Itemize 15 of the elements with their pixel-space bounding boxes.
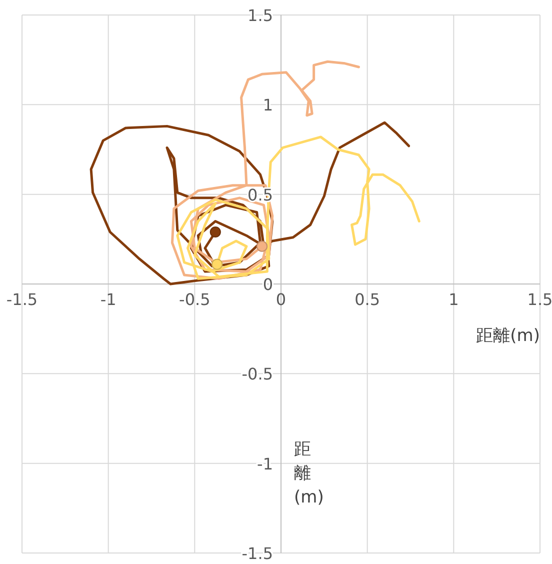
x-tick-label: 0	[276, 290, 286, 309]
x-tick-label: -1	[100, 290, 116, 309]
y-tick-label: -0.5	[242, 364, 273, 384]
y-tick-label: 1.5	[248, 6, 273, 25]
y-tick-label: -1.5	[242, 544, 273, 563]
x-tick-label: -1.5	[6, 290, 38, 309]
x-tick-label: 1.5	[527, 290, 552, 309]
x-axis-title: 距離(m)	[476, 326, 540, 346]
y-tick-label: 0	[262, 275, 273, 294]
y-tick-label: -1	[257, 454, 273, 474]
y-tick-label: 1	[262, 96, 273, 115]
x-tick-label: -0.5	[179, 290, 210, 309]
y-axis-title: 距離(m)	[294, 439, 324, 508]
x-tick-label: 0.5	[354, 290, 380, 309]
x-tick-label: 1	[448, 290, 459, 309]
